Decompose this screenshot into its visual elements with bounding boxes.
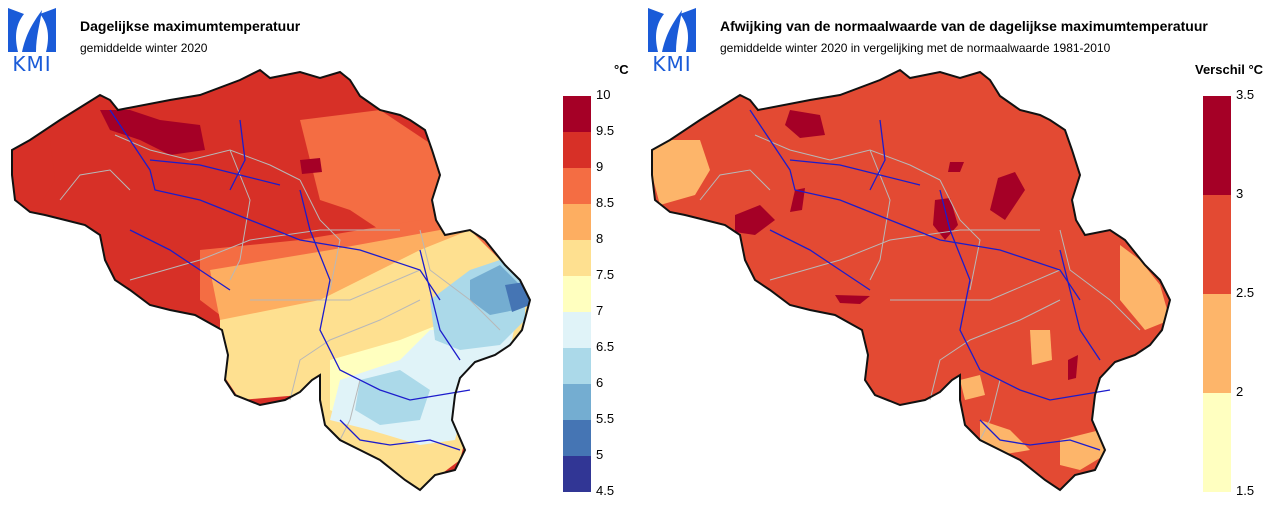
logo-text: KMI	[652, 52, 692, 76]
legend-band	[563, 132, 591, 169]
panel-temperature-deviation: KMI Afwijking van de normaalwaarde van d…	[640, 0, 1280, 507]
map-subtitle: gemiddelde winter 2020 in vergelijking m…	[720, 41, 1111, 55]
legend-unit: Verschil °C	[1195, 62, 1264, 77]
legend-band	[563, 420, 591, 457]
map-subtitle: gemiddelde winter 2020	[80, 41, 208, 55]
legend-band	[563, 384, 591, 421]
kmi-logo-icon	[8, 8, 56, 52]
legend-band	[563, 456, 591, 492]
map-title: Afwijking van de normaalwaarde van de da…	[720, 18, 1208, 34]
legend-tick-label: 7.5	[596, 267, 615, 282]
legend-tick-label: 6.5	[596, 339, 615, 354]
legend-tick-label: 3.5	[1236, 87, 1255, 102]
legend-band	[1203, 195, 1231, 295]
color-legend	[1203, 96, 1231, 492]
legend-tick-label: 5	[596, 447, 604, 462]
legend-tick-label: 1.5	[1236, 483, 1255, 498]
legend-tick-label: 3	[1236, 186, 1244, 201]
belgium-temperature-map	[11, 68, 532, 492]
logo-text: KMI	[12, 52, 52, 76]
legend-band	[563, 240, 591, 277]
legend-tick-label: 4.5	[596, 483, 615, 498]
legend-tick-label: 2	[1236, 384, 1244, 399]
kmi-logo-icon	[648, 8, 696, 52]
panel-max-temperature: KMI Dagelijkse maximumtemperatuur gemidd…	[6, 6, 629, 498]
legend-tick-label: 10	[596, 87, 611, 102]
map-title: Dagelijkse maximumtemperatuur	[80, 18, 301, 34]
legend-tick-label: 7	[596, 303, 604, 318]
legend-band	[563, 276, 591, 313]
kmi-logo: KMI	[646, 6, 698, 76]
legend-tick-label: 5.5	[596, 411, 615, 426]
legend-tick-label: 9	[596, 159, 604, 174]
legend-band	[1203, 294, 1231, 394]
legend-tick-label: 2.5	[1236, 285, 1255, 300]
legend-band	[1203, 393, 1231, 492]
color-legend	[563, 96, 591, 492]
legend-band	[1203, 96, 1231, 196]
legend-tick-label: 8.5	[596, 195, 615, 210]
legend-band	[563, 348, 591, 385]
belgium-deviation-map	[651, 68, 1172, 492]
legend-band	[563, 168, 591, 205]
legend-band	[563, 312, 591, 349]
legend-band	[563, 204, 591, 241]
legend-tick-label: 8	[596, 231, 604, 246]
legend-band	[563, 96, 591, 133]
kmi-logo: KMI	[6, 6, 58, 76]
legend-unit: °C	[614, 62, 629, 77]
legend-tick-label: 6	[596, 375, 604, 390]
legend-tick-label: 9.5	[596, 123, 615, 138]
